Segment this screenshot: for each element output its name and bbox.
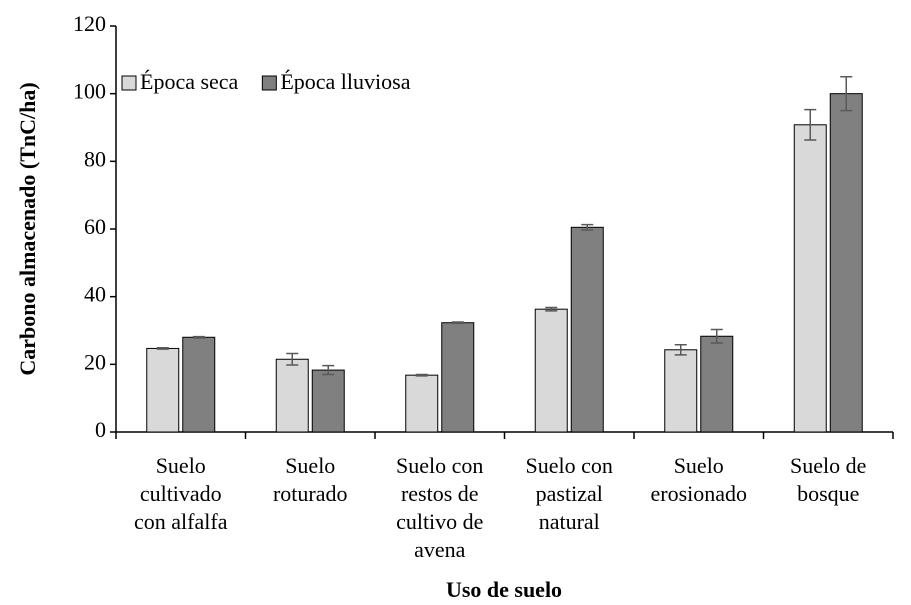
bar xyxy=(182,336,216,433)
error-bar xyxy=(545,306,558,312)
y-axis-title: Carbono almacenado (TnC/ha) xyxy=(15,82,40,375)
error-bar xyxy=(192,335,205,339)
x-tick-label: natural xyxy=(539,509,600,534)
x-tick-label: Suelo xyxy=(674,453,724,478)
x-tick-label: cultivo de xyxy=(396,509,483,534)
x-tick-label: bosque xyxy=(797,481,859,506)
error-bar xyxy=(581,223,594,231)
bar xyxy=(405,374,439,433)
x-tick-label: Suelo con xyxy=(396,453,483,478)
y-tick-label: 40 xyxy=(84,282,106,307)
legend-swatch xyxy=(261,75,277,91)
error-bar xyxy=(286,352,299,366)
bar xyxy=(534,308,568,433)
error-bar xyxy=(840,76,853,112)
bar xyxy=(570,226,604,433)
y-tick-label: 80 xyxy=(84,146,106,171)
bar xyxy=(146,347,180,433)
error-bar xyxy=(804,108,817,141)
x-tick-label: roturado xyxy=(273,481,348,506)
x-tick-label: Suelo de xyxy=(790,453,866,478)
x-tick-label: restos de xyxy=(401,481,479,506)
bar xyxy=(700,335,734,433)
y-tick-label: 60 xyxy=(84,214,106,239)
error-bar xyxy=(710,328,723,344)
x-tick-label: Suelo con xyxy=(526,453,613,478)
x-tick-label: pastizal xyxy=(536,481,603,506)
error-bar xyxy=(415,373,428,377)
y-tick-label: 20 xyxy=(84,349,106,374)
x-tick-label: con alfalfa xyxy=(134,509,228,534)
y-tick-label: 120 xyxy=(73,11,106,36)
bar xyxy=(311,369,345,433)
error-bar xyxy=(674,343,687,356)
bar xyxy=(793,124,827,433)
x-tick-label: Suelo xyxy=(285,453,335,478)
x-tick-label: avena xyxy=(414,537,466,562)
legend-swatch xyxy=(121,75,137,91)
bar xyxy=(664,349,698,433)
bar xyxy=(275,358,309,433)
x-tick-label: cultivado xyxy=(140,481,222,506)
y-tick-label: 0 xyxy=(95,417,106,442)
x-tick-label: erosionado xyxy=(650,481,747,506)
x-tick-label: Suelo xyxy=(156,453,206,478)
error-bar xyxy=(322,364,335,376)
error-bar xyxy=(156,347,169,350)
y-tick-label: 100 xyxy=(73,79,106,104)
legend-label: Época lluviosa xyxy=(280,69,410,94)
error-bar xyxy=(451,321,464,325)
legend-label: Época seca xyxy=(140,69,239,94)
x-axis-title: Uso de suelo xyxy=(446,577,562,602)
bar xyxy=(829,93,863,433)
bar xyxy=(441,322,475,433)
